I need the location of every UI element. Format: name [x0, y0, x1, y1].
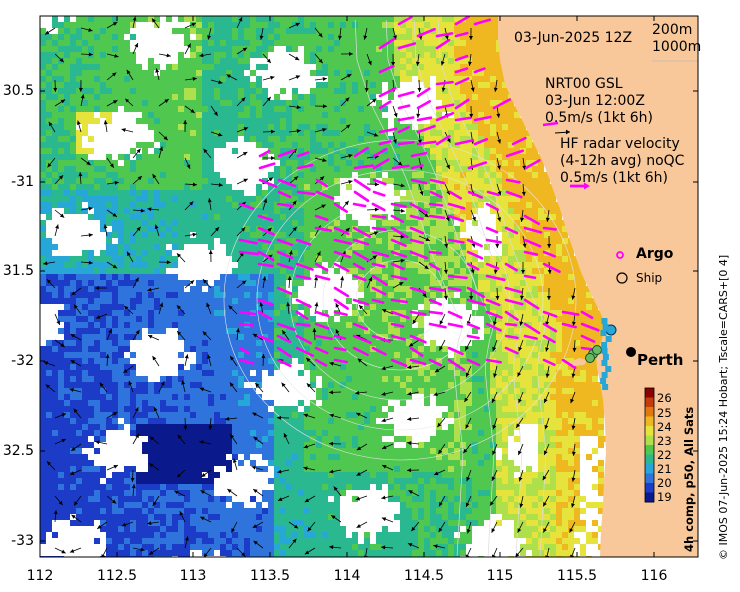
colorbar-tick-20: 20 [657, 476, 672, 490]
y-tick-32-5: 32.5 [2, 443, 34, 459]
legend-hf-arrow [554, 129, 571, 135]
gsl-legend-line-2: 03-Jun 12:00Z [545, 93, 645, 109]
ship-label: Ship [636, 271, 663, 285]
x-tick-114: 114 [333, 568, 361, 584]
colorbar-tick-26: 26 [657, 391, 672, 405]
y-tick-30-5: 30.5 [2, 83, 34, 99]
legend-gsl-arrow [542, 121, 559, 127]
gsl-current-vectors [238, 16, 600, 372]
legend-200m: 200m [652, 22, 693, 38]
hf-legend-line-2: (4-12h avg) noQC [560, 153, 685, 169]
perth-label: Perth [637, 351, 684, 369]
rottnest-island [570, 358, 588, 366]
colorbar-tick-24: 24 [657, 420, 672, 434]
x-tick-112-5: 112.5 [96, 568, 138, 584]
x-tick-113-5: 113.5 [249, 568, 291, 584]
colorbar-title: 4h comp, p50, All Sats [682, 406, 696, 552]
legend-ship-symbol [616, 272, 628, 284]
legend-argo-symbol [616, 251, 624, 259]
legend-hf-radar-arrow [570, 182, 590, 190]
perth-marker [626, 347, 636, 357]
colorbar [644, 387, 655, 503]
hf-legend-line-1: HF radar velocity [560, 136, 680, 152]
y-tick-31-5: 31.5 [2, 263, 34, 279]
gsl-legend-line-3: 0.5m/s (1kt 6h) [545, 110, 654, 126]
ship-markers [585, 318, 617, 390]
legend-1000m: 1000m [652, 39, 702, 55]
gsl-legend-line-1: NRT00 GSL [545, 76, 623, 92]
colorbar-tick-23: 23 [657, 434, 672, 448]
colorbar-tick-25: 25 [657, 406, 672, 420]
credit-line: © IMOS 07-Jun-2025 15:24 Hobart; Tscale=… [717, 254, 730, 560]
hf-legend-line-3: 0.5m/s (1kt 6h) [560, 170, 669, 186]
colorbar-tick-19: 19 [657, 490, 672, 504]
x-tick-114-5: 114.5 [403, 568, 445, 584]
x-tick-113: 113 [179, 568, 207, 584]
axis-tick-marks [39, 16, 698, 557]
hf-radar-vectors [43, 16, 577, 557]
colorbar-tick-21: 21 [657, 462, 672, 476]
colorbar-tick-22: 22 [657, 448, 672, 462]
argo-label: Argo [636, 246, 674, 262]
x-tick-115: 115 [486, 568, 514, 584]
x-tick-116: 116 [640, 568, 668, 584]
y-tick-32: -32 [11, 353, 34, 369]
x-tick-112: 112 [26, 568, 54, 584]
x-tick-115-5: 115.5 [556, 568, 598, 584]
y-tick-31: -31 [11, 174, 34, 190]
date-label: 03-Jun-2025 12Z [514, 30, 633, 46]
y-tick-33: -33 [11, 533, 34, 549]
plot-frame [39, 15, 699, 558]
